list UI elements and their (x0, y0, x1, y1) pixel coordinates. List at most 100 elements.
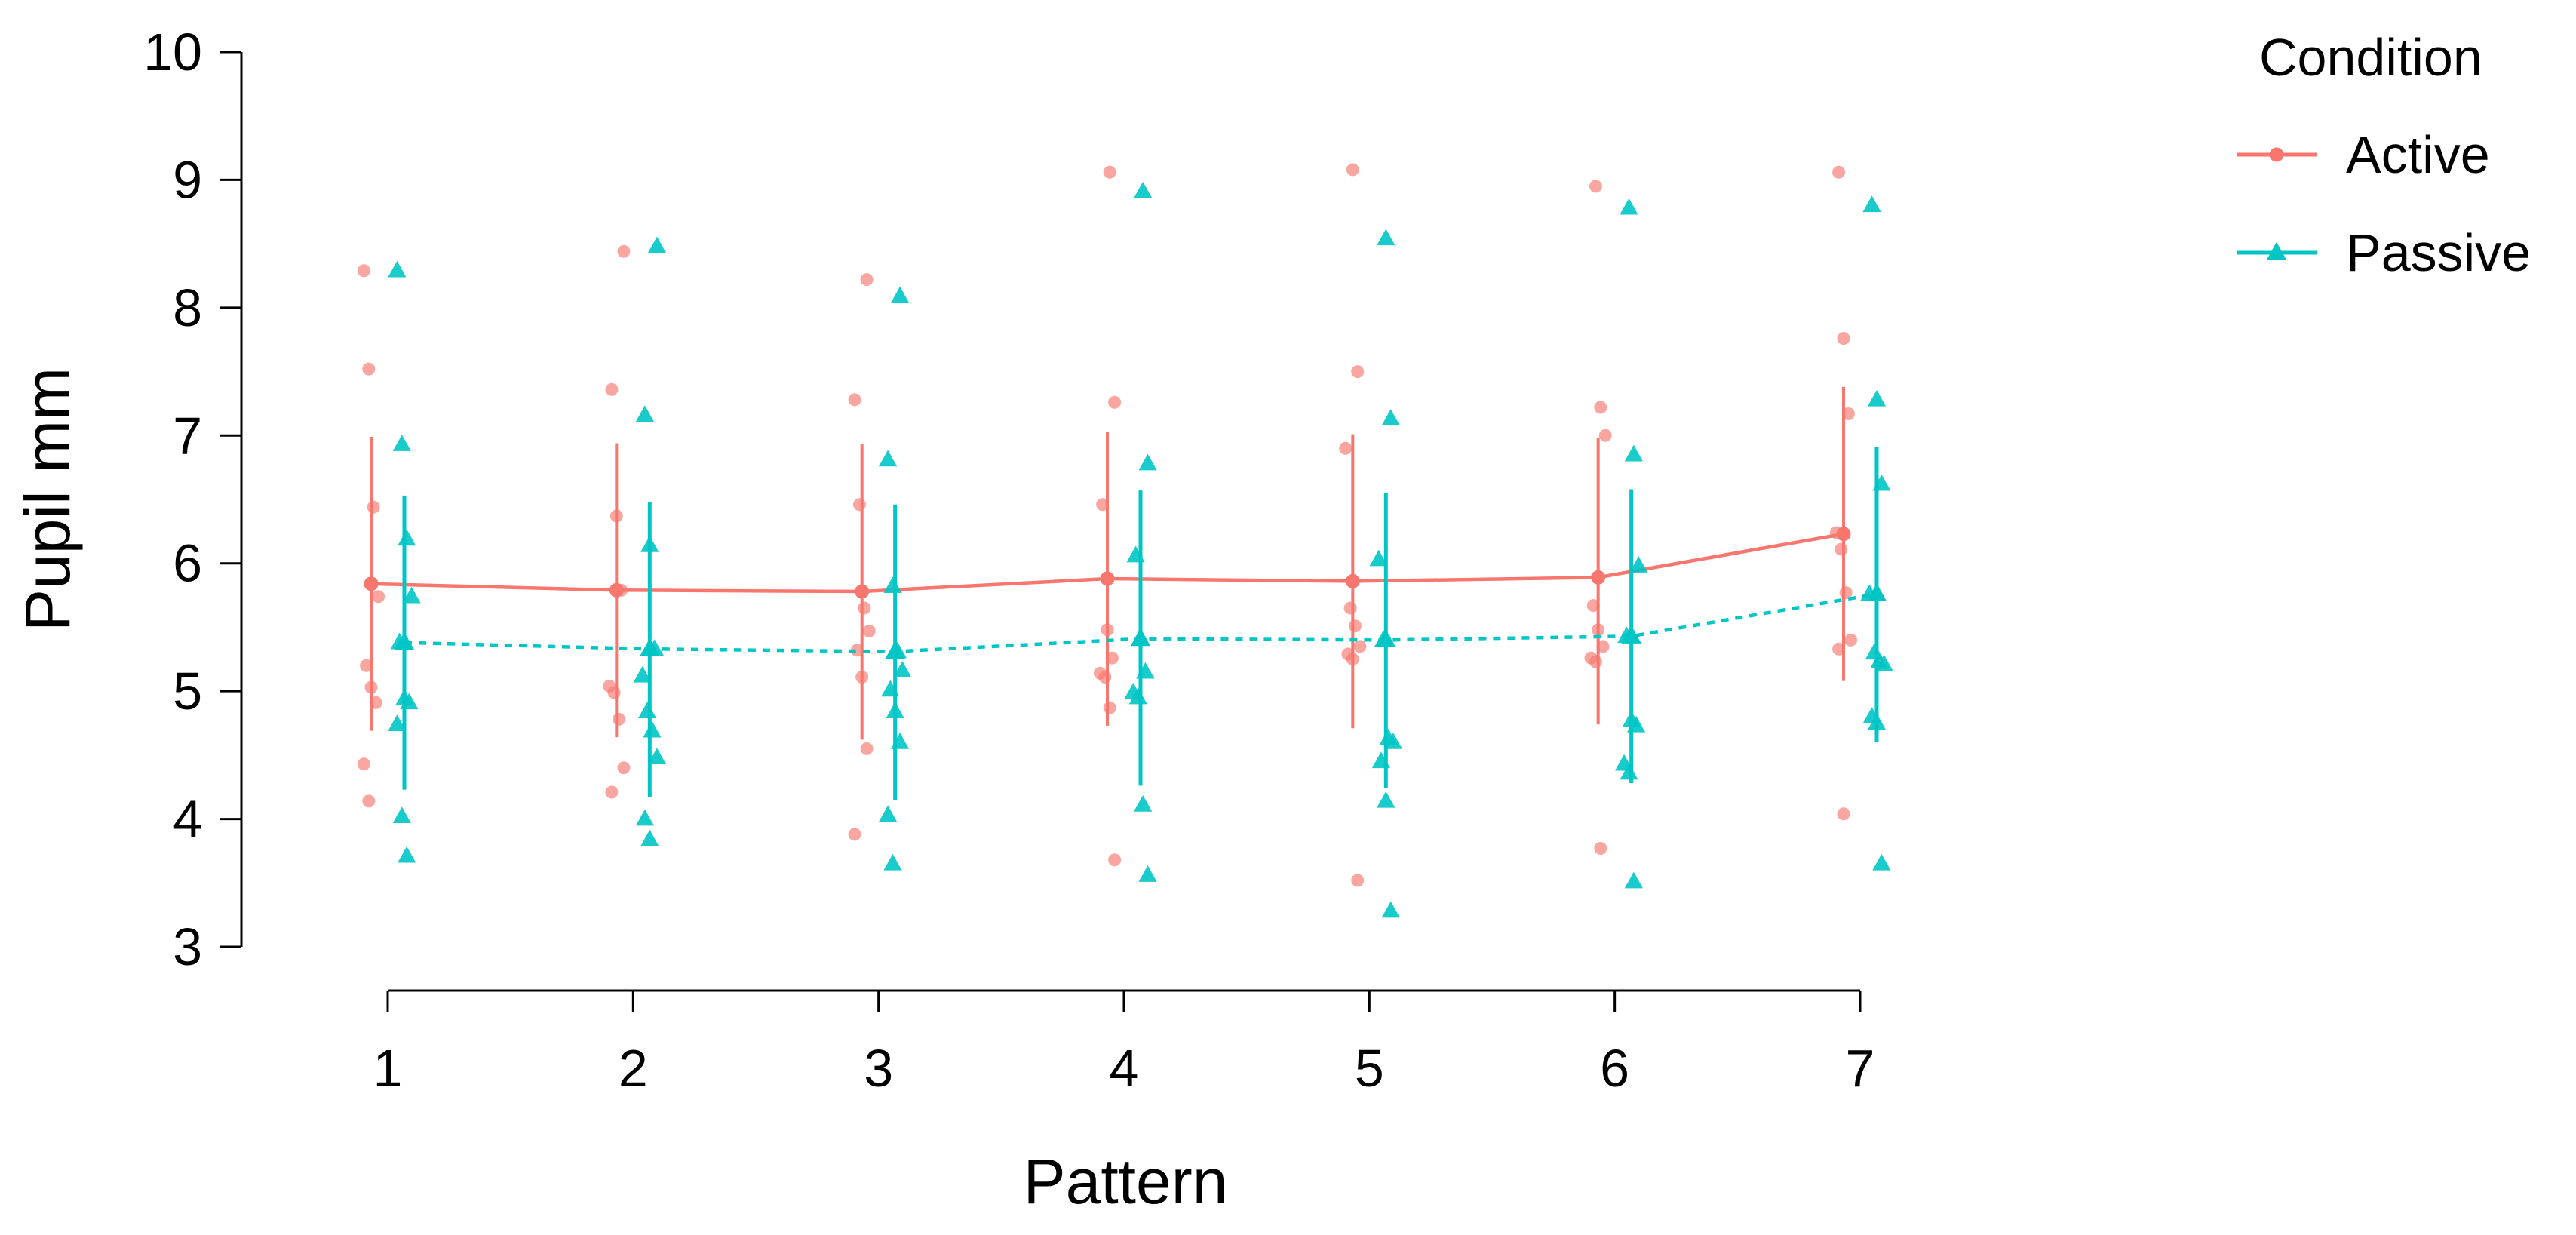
data-point (1383, 732, 1403, 749)
mean-marker (364, 576, 379, 591)
x-tick-label: 3 (864, 1039, 893, 1098)
data-point (643, 720, 662, 738)
data-point (883, 853, 902, 871)
y-tick-label: 3 (173, 917, 202, 976)
data-point (1832, 642, 1846, 656)
x-tick-label: 7 (1846, 1039, 1875, 1098)
x-tick-label: 2 (619, 1039, 648, 1098)
data-point (1343, 601, 1357, 615)
x-tick-label: 6 (1600, 1039, 1629, 1098)
mean-marker (855, 584, 870, 599)
data-point (392, 435, 411, 451)
data-point (1594, 842, 1607, 856)
data-point (1353, 640, 1367, 653)
mean-marker (1100, 571, 1115, 586)
data-point (647, 236, 667, 253)
data-point (1596, 640, 1610, 653)
legend-label: Passive (2346, 223, 2531, 282)
data-point (388, 260, 407, 278)
data-point (398, 529, 416, 546)
data-point (640, 829, 659, 846)
data-point (852, 498, 866, 512)
data-point (860, 742, 874, 755)
data-point (1620, 198, 1638, 215)
data-point (367, 500, 380, 514)
y-tick-label: 5 (173, 662, 202, 720)
data-point (1351, 874, 1365, 887)
mean-marker (1376, 629, 1396, 647)
data-point (372, 590, 385, 604)
data-point (388, 714, 407, 731)
data-point (1098, 671, 1112, 684)
mean-marker (1836, 527, 1851, 542)
data-point (402, 586, 421, 604)
legend-item-active: Active (2237, 125, 2490, 184)
data-point (1339, 441, 1352, 455)
data-point (1874, 654, 1893, 671)
y-axis: 3 4 5 6 7 8 9 10 (143, 23, 241, 976)
data-point (638, 702, 657, 719)
data-point (357, 757, 370, 771)
data-point (1349, 619, 1362, 633)
data-point (1377, 791, 1395, 808)
data-point (1128, 687, 1147, 705)
mean-marker (1866, 583, 1887, 601)
mean-marker (1345, 573, 1360, 588)
data-point (1138, 453, 1157, 471)
series-passive (388, 181, 1893, 918)
data-point (893, 661, 912, 677)
data-point (398, 846, 416, 863)
data-point (1620, 763, 1638, 780)
legend: Condition Active Passive (2237, 28, 2531, 282)
x-tick-label: 1 (373, 1039, 403, 1098)
data-point (1872, 853, 1891, 871)
data-point (1862, 195, 1881, 213)
data-point (605, 382, 619, 396)
mean-marker (1591, 570, 1606, 585)
series-active (357, 163, 1858, 887)
data-point (1096, 498, 1110, 512)
data-point (1598, 429, 1612, 442)
data-point (617, 761, 631, 775)
x-tick-label: 5 (1355, 1039, 1384, 1098)
data-point (1837, 807, 1850, 821)
y-tick-label: 6 (173, 534, 202, 593)
data-point (1134, 794, 1153, 812)
data-point (1105, 651, 1119, 665)
x-axis: 1 2 3 4 5 6 7 (373, 991, 1875, 1098)
data-point (1108, 395, 1122, 409)
data-point (1841, 407, 1855, 420)
data-point (878, 450, 898, 467)
data-point (890, 286, 910, 303)
mean-marker (640, 638, 660, 656)
data-point (1103, 165, 1116, 179)
mean-marker (1621, 625, 1641, 644)
data-point (1138, 865, 1157, 882)
data-point (357, 264, 370, 278)
data-point (1594, 401, 1607, 414)
data-point (1835, 542, 1848, 556)
data-point (1134, 181, 1153, 198)
data-point (1624, 444, 1643, 462)
data-point (1629, 556, 1648, 573)
legend-circle-marker (2269, 147, 2284, 162)
data-point (862, 625, 876, 638)
legend-title: Condition (2259, 28, 2482, 87)
data-point (1108, 853, 1122, 867)
data-point (362, 794, 376, 808)
data-point (1589, 180, 1602, 193)
mean-marker (885, 641, 905, 659)
data-point (392, 806, 411, 823)
y-tick-label: 4 (173, 790, 202, 849)
data-point (1369, 549, 1388, 567)
mean-marker (609, 582, 624, 598)
data-point (850, 644, 864, 657)
data-point (362, 362, 376, 376)
data-point (878, 805, 898, 822)
data-point (848, 828, 861, 841)
mean-marker (1130, 628, 1151, 647)
x-tick-label: 4 (1110, 1039, 1139, 1098)
data-point (1381, 901, 1400, 918)
series-layer (357, 163, 1893, 918)
